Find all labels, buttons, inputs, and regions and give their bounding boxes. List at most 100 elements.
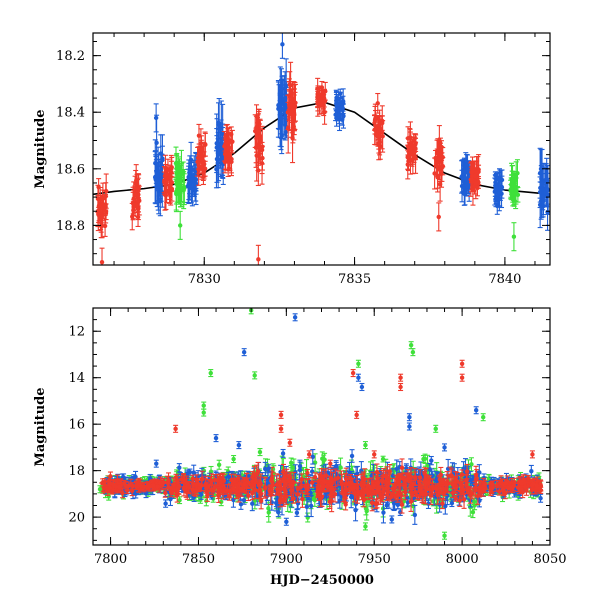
bottom-data-point [187, 468, 193, 476]
top-data-point [377, 120, 383, 137]
bottom-data-point [354, 480, 360, 496]
bottom-data-point [412, 487, 418, 497]
top-data-point [318, 94, 324, 115]
bottom-data-point [111, 479, 117, 491]
top-data-point [321, 90, 327, 102]
bottom-data-point [450, 487, 456, 498]
bottom-plot-frame [92, 307, 551, 546]
bottom-data-point [137, 479, 143, 492]
bottom-data-point [304, 468, 310, 478]
bottom-data-point [321, 469, 327, 493]
bottom-flare-point [459, 373, 465, 382]
bottom-data-point [440, 477, 446, 487]
bottom-data-point [280, 448, 286, 458]
bottom-data-point [534, 481, 540, 491]
bottom-data-point [128, 478, 134, 491]
bottom-data-point [371, 480, 377, 492]
bottom-data-point [335, 470, 341, 486]
top-data-point [130, 201, 136, 220]
top-data-point [133, 164, 139, 197]
top-outlier-point [511, 222, 517, 252]
bottom-flare-point [292, 313, 298, 322]
bottom-data-point [249, 486, 255, 501]
bottom-data-point [515, 482, 521, 493]
top-data-point [492, 177, 498, 206]
bottom-data-point [262, 461, 268, 477]
bottom-data-point [379, 475, 385, 489]
bottom-data-point [276, 474, 282, 491]
bottom-data-point [437, 483, 443, 501]
bottom-flare-point [406, 413, 412, 422]
bottom-flare-point [201, 408, 207, 417]
bottom-data-point [500, 485, 506, 495]
bottom-data-point [177, 496, 183, 505]
bottom-data-point [530, 478, 536, 490]
top-data-point [275, 81, 281, 130]
top-data-point [315, 89, 321, 106]
bottom-data-point [379, 493, 385, 503]
bottom-data-point [105, 485, 111, 496]
top-data-point [409, 139, 415, 167]
top-data-point [539, 173, 545, 196]
bottom-flare-point [398, 373, 404, 382]
bottom-flare-point [97, 485, 103, 494]
top-data-point [259, 145, 265, 171]
top-data-point [285, 101, 291, 154]
bottom-y-tick-label: 14 [68, 371, 85, 386]
top-x-tick-label: 7835 [338, 272, 371, 287]
top-plot-frame [92, 32, 551, 266]
top-data-point [95, 184, 101, 213]
bottom-data-point [163, 499, 169, 508]
bottom-data-point [510, 482, 516, 492]
bottom-data-point [348, 474, 354, 483]
bottom-data-point [373, 498, 379, 510]
bottom-x-tick-label: 7950 [358, 552, 391, 567]
bottom-flare-point [278, 424, 284, 433]
top-outlier-point [255, 244, 261, 265]
top-data-point [282, 71, 288, 127]
bottom-flare-point [442, 443, 448, 452]
bottom-data-point [215, 473, 221, 487]
bottom-flare-point [266, 464, 272, 473]
bottom-data-point [496, 487, 502, 496]
bottom-data-point [363, 485, 369, 494]
bottom-y-tick-label: 18 [68, 464, 85, 479]
bottom-data-point [161, 478, 167, 488]
bottom-data-point [123, 480, 129, 491]
bottom-data-point [405, 473, 411, 484]
top-outlier-point [153, 103, 159, 133]
bottom-data-point [329, 483, 335, 503]
bottom-data-point [416, 475, 422, 489]
top-data-point [169, 156, 175, 178]
bottom-data-point [208, 476, 214, 493]
bottom-data-point [184, 475, 190, 490]
top-data-point [221, 131, 227, 162]
bottom-data-point [395, 487, 401, 503]
bottom-data-point [402, 472, 408, 489]
bottom-flare-point [213, 434, 219, 443]
bottom-data-point [349, 483, 355, 493]
top-data-point [433, 149, 439, 167]
bottom-flare-point [287, 438, 293, 447]
bottom-data-point [349, 449, 355, 463]
bottom-data-point [310, 449, 316, 465]
top-outlier-point [177, 210, 183, 240]
top-data-point [255, 114, 261, 150]
bottom-data-point [116, 483, 122, 491]
bottom-data-point [281, 473, 287, 482]
bottom-data-point [467, 487, 473, 504]
bottom-flare-point [173, 424, 179, 433]
bottom-y-axis-label: Magnitude [33, 387, 48, 466]
top-outlier-point [99, 247, 105, 265]
bottom-data-point [453, 471, 459, 488]
top-y-axis-label: Magnitude [33, 109, 48, 188]
top-y-tick-label: 18.6 [56, 162, 85, 177]
bottom-data-point [281, 494, 287, 507]
top-y-tick-label: 18.2 [56, 49, 85, 64]
bottom-data-point [343, 498, 349, 511]
top-data-point [288, 88, 294, 138]
bottom-flare-point [433, 424, 439, 433]
bottom-data-point [215, 492, 221, 500]
bottom-flare-point [529, 450, 535, 459]
top-data-point [201, 163, 207, 180]
